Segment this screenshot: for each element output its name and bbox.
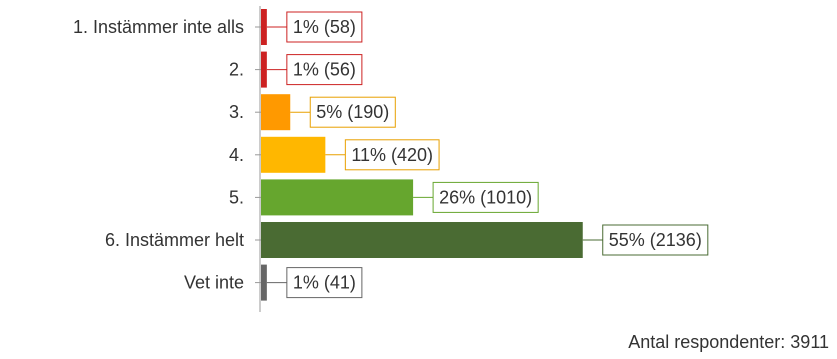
value-label-box: [602, 224, 709, 256]
value-label: 26% (1010): [439, 187, 532, 207]
bar: [261, 136, 326, 173]
value-label: 1% (41): [293, 273, 356, 293]
value-label-box: [286, 54, 363, 86]
bar: [261, 222, 583, 258]
category-label: Vet inte: [184, 273, 244, 293]
bar: [261, 9, 267, 45]
value-label-box: [309, 96, 396, 128]
respondent-count: Antal respondenter: 3911: [628, 332, 829, 352]
value-label-box: [286, 11, 363, 43]
bar-chart: 1. Instämmer inte alls 1% (58) 2. 1% (56) 3.…: [73, 6, 709, 312]
bar: [261, 94, 291, 131]
value-label: 55% (2136): [609, 230, 702, 250]
category-label: 5.: [229, 187, 244, 207]
category-label: 6. Instämmer helt: [105, 230, 244, 250]
value-label: 11% (420): [351, 145, 433, 165]
value-label: 1% (56): [293, 60, 356, 80]
category-label: 4.: [229, 145, 244, 165]
bar: [261, 179, 414, 216]
value-label-box: [344, 139, 440, 171]
category-label: 3.: [229, 102, 244, 122]
value-label: 1% (58): [293, 17, 356, 37]
category-label: 2.: [229, 60, 244, 80]
category-label: 1. Instämmer inte alls: [73, 17, 244, 37]
value-label-box: [432, 181, 539, 213]
value-label-box: [286, 267, 363, 299]
bar: [261, 264, 267, 301]
bar: [261, 51, 267, 88]
value-label: 5% (190): [316, 102, 389, 122]
